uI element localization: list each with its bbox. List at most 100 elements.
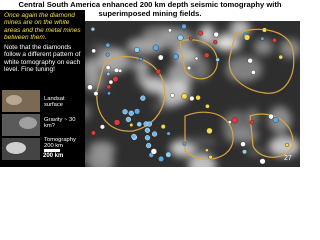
mine-marker [261,27,268,33]
mine-marker [243,34,251,41]
mine-marker [106,72,111,76]
mine-marker [107,91,111,96]
mine-marker [113,119,121,126]
outline [179,39,218,80]
tomography-map [85,21,300,167]
texture-blob [279,39,300,59]
mine-marker [188,36,193,41]
mine-marker [181,23,187,30]
tomography-texture [85,21,300,167]
title: Central South America enhanced 200 km de… [18,0,282,18]
mine-marker [146,121,153,127]
mine-marker [125,116,132,123]
outline [249,113,294,158]
mine-marker [195,95,201,101]
mine-marker [260,36,265,41]
thumbnail-label: Gravity ~ 30 km? [44,117,76,130]
mine-marker [167,28,172,33]
texture-blob [159,81,190,106]
texture-blob [85,57,109,67]
mine-marker [108,79,114,85]
mine-marker [272,116,279,123]
mine-marker [166,131,171,136]
page-number: 27 [284,155,292,162]
scale-label: 200 km [43,153,64,159]
mine-marker [90,27,96,32]
mine-marker [284,142,290,147]
mine-marker [205,103,210,109]
mine-marker [205,148,209,153]
mine-marker [204,52,210,58]
scale-bar-line [44,149,60,152]
thumbnails [2,90,40,160]
outline [228,28,295,94]
mine-marker [105,52,110,57]
mine-marker [173,53,179,60]
texture-blob [88,152,114,167]
mine-marker [134,108,141,115]
mine-marker [242,149,247,155]
mine-marker [247,58,253,64]
mine-marker [278,54,283,60]
texture-blob [85,104,92,121]
mine-marker [186,65,192,71]
mine-marker [155,69,161,75]
mine-marker [249,120,255,125]
mine-marker [105,42,111,48]
note: Once again the diamond mines are on the … [4,12,81,41]
mine-marker [129,123,134,127]
mine-marker [138,57,143,62]
texture-blob [268,106,292,134]
mine-marker [122,109,128,115]
mine-marker [206,127,213,135]
mine-marker [93,91,99,97]
mine-marker [182,141,187,146]
mine-marker [105,65,111,70]
mine-markers [87,23,290,165]
mine-marker [150,148,157,155]
mine-marker [158,155,165,162]
mine-marker [231,117,238,124]
mine-marker [152,44,159,51]
mine-marker [213,31,219,38]
mine-marker [157,54,164,61]
texture-blob [158,27,194,50]
texture-blob [253,38,274,56]
mine-marker [136,121,142,127]
thumbnail-texture [6,95,22,105]
texture-blob [268,136,300,158]
mine-marker [177,34,184,41]
scale-bar [44,149,60,152]
mine-marker [87,84,93,91]
mine-marker [140,95,146,101]
mine-marker [99,124,105,130]
mine-marker [160,124,166,130]
mine-marker [213,40,218,45]
mine-marker [128,110,134,116]
mine-marker [91,48,96,54]
thumbnail-texture [6,142,26,154]
outline [184,111,234,160]
note: Note that the diamonds follow a differen… [4,44,81,73]
mine-marker [251,70,256,75]
thumbnail-texture [19,117,37,129]
texture-blob [183,136,218,148]
thumbnail-label: Landsat surface [44,96,65,109]
mine-marker [112,76,119,83]
slide: Central South America enhanced 200 km de… [0,0,300,167]
mine-marker [144,127,151,133]
mine-marker [134,47,140,53]
mine-marker [198,30,204,36]
mine-marker [259,158,266,165]
mine-marker [208,155,213,160]
mine-marker [272,37,277,43]
texture-blob [234,126,259,144]
mine-marker [151,131,158,137]
mine-marker [227,120,232,124]
texture-blob [199,24,215,43]
texture-blob [136,60,149,87]
mine-marker [170,93,175,98]
thumbnail-label: Tomography 200 km [44,137,76,150]
mine-marker [144,135,151,141]
mine-marker [114,67,120,73]
